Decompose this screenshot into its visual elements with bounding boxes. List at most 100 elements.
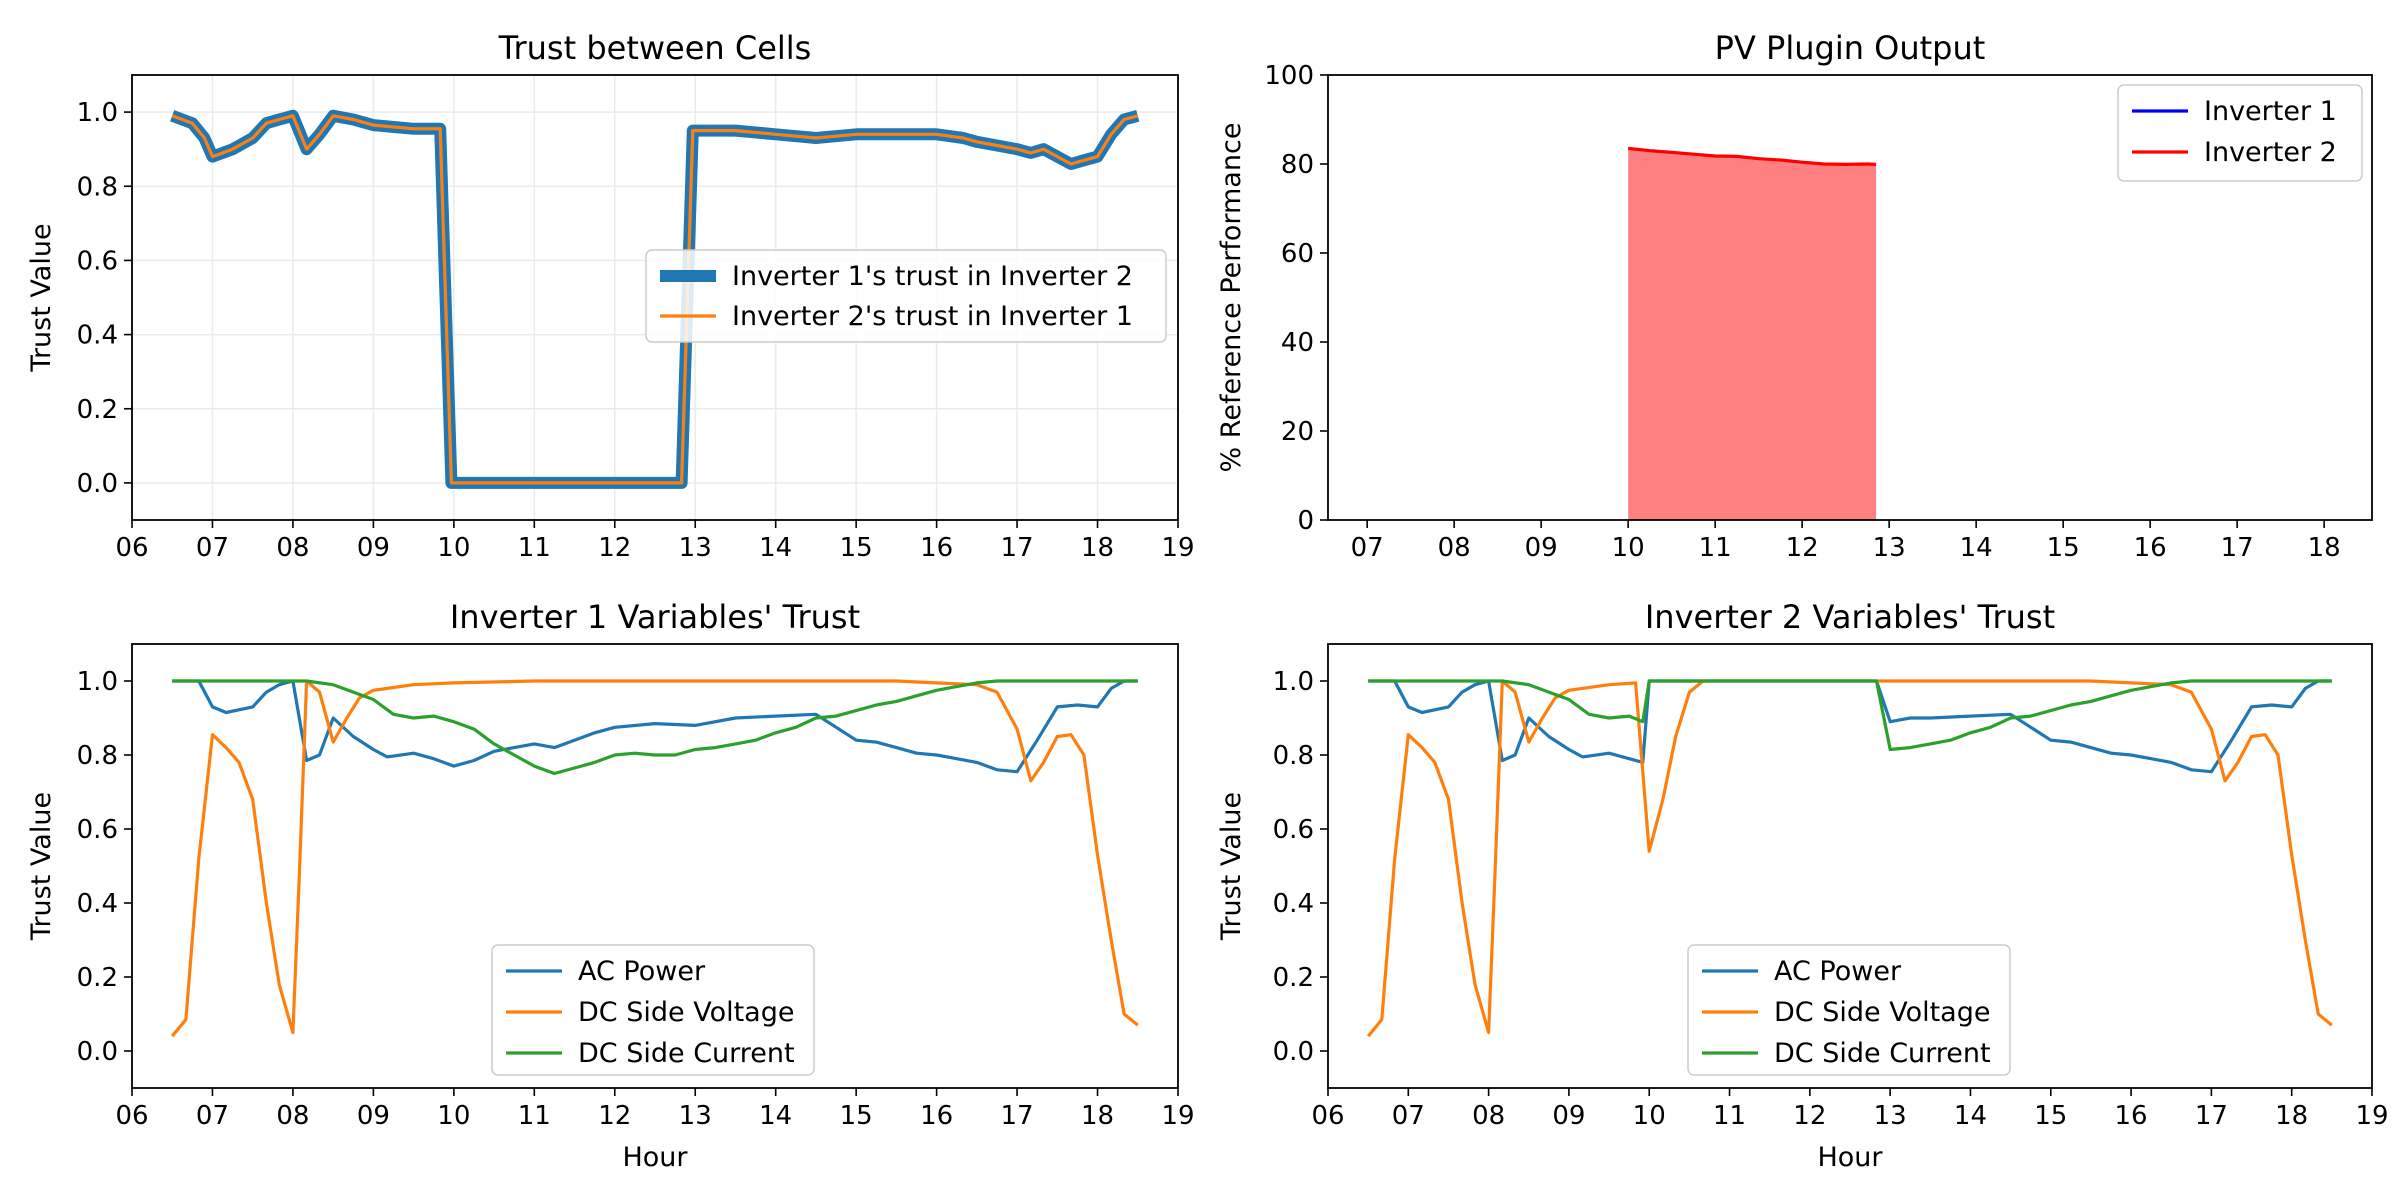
x-tick-label: 12 (1793, 1101, 1826, 1131)
y-tick-label: 0.8 (1273, 741, 1314, 771)
x-tick-label: 14 (1954, 1101, 1987, 1131)
x-tick-label: 08 (1472, 1101, 1505, 1131)
y-tick-label: 0.6 (1273, 815, 1314, 845)
legend-label: DC Side Voltage (1774, 997, 1990, 1028)
x-tick-label: 14 (759, 533, 792, 563)
x-tick-label: 16 (920, 1101, 953, 1131)
series-line (1368, 679, 2332, 752)
y-tick-label: 0 (1297, 506, 1314, 536)
axes-frame (131, 643, 1179, 1089)
y-tick-label: 60 (1281, 239, 1314, 269)
legend-label: Inverter 1 (2204, 96, 2337, 127)
chart-title: Trust between Cells (498, 29, 812, 67)
x-tick-label: 06 (115, 1101, 148, 1131)
chart-title: Inverter 2 Variables' Trust (1645, 598, 2055, 636)
x-axis-label: Hour (622, 1142, 688, 1173)
x-tick-label: 09 (357, 1101, 390, 1131)
x-tick-label: 15 (2047, 533, 2080, 563)
y-tick-label: 0.6 (77, 246, 118, 276)
x-tick-label: 19 (1161, 1101, 1194, 1131)
legend-label: Inverter 2 (2204, 137, 2337, 168)
x-tick-label: 10 (437, 533, 470, 563)
plot-area (170, 679, 1139, 1038)
legend-label: Inverter 2's trust in Inverter 1 (732, 301, 1133, 332)
x-tick-label: 13 (679, 1101, 712, 1131)
legend-box (491, 944, 815, 1076)
x-tick-label: 10 (1612, 533, 1645, 563)
chart-3: 06 07 08 09 10 11 12 13 14 15 16 17 18 19 0.0 0.2 0.4 0.6… (26, 598, 1195, 1173)
x-tick-label: 18 (1081, 533, 1114, 563)
legend: AC Power DC Side Voltage DC Side Current (491, 944, 815, 1076)
chart-2: 07 08 09 10 11 12 13 14 15 16 17 18 0 20 40 60 80 100 PV P… (1216, 29, 2373, 563)
legend: Inverter 1 Inverter 2 (2117, 84, 2363, 182)
x-tick-label: 16 (2115, 1101, 2148, 1131)
x-tick-label: 18 (2308, 533, 2341, 563)
x-tick-label: 08 (276, 1101, 309, 1131)
x-tick-label: 16 (2134, 533, 2167, 563)
legend: AC Power DC Side Voltage DC Side Current (1687, 944, 2011, 1076)
series-line (170, 679, 1139, 1038)
x-tick-label: 17 (1001, 1101, 1034, 1131)
x-tick-label: 15 (840, 1101, 873, 1131)
y-tick-label: 0.6 (77, 815, 118, 845)
y-tick-label: 0.0 (77, 469, 118, 499)
x-tick-label: 06 (115, 533, 148, 563)
series-line (1368, 679, 2332, 774)
x-tick-label: 12 (598, 533, 631, 563)
legend: Inverter 1's trust in Inverter 2 Inverter… (645, 249, 1167, 343)
y-tick-label: 0.0 (1273, 1037, 1314, 1067)
y-tick-label: 0.0 (77, 1037, 118, 1067)
y-tick-label: 40 (1281, 328, 1314, 358)
y-tick-label: 0.4 (77, 321, 118, 351)
x-tick-label: 07 (196, 1101, 229, 1131)
x-tick-label: 17 (2195, 1101, 2228, 1131)
legend-label: DC Side Current (1774, 1038, 1991, 1069)
legend-box (1687, 944, 2011, 1076)
chart-4: 06 07 08 09 10 11 12 13 14 15 16 17 18 19 0.0 0.2 0.4 0.6… (1216, 598, 2389, 1173)
x-tick-label: 17 (1001, 533, 1034, 563)
series-line (1628, 146, 1877, 166)
series-area (1628, 148, 1877, 520)
x-axis-label: Hour (1817, 1142, 1883, 1173)
x-tick-label: 07 (1392, 1101, 1425, 1131)
x-tick-label: 07 (196, 533, 229, 563)
x-tick-label: 07 (1351, 533, 1384, 563)
y-tick-label: 0.2 (1273, 963, 1314, 993)
y-tick-label: 0.8 (77, 172, 118, 202)
y-axis-label: % Reference Performance (1216, 123, 1247, 473)
x-tick-label: 11 (1699, 533, 1732, 563)
x-tick-label: 13 (1873, 533, 1906, 563)
axes-frame (131, 74, 1179, 521)
axes-frame (1327, 643, 2373, 1089)
y-tick-label: 0.4 (1273, 889, 1314, 919)
plot-area (1628, 146, 1877, 520)
x-tick-label: 08 (276, 533, 309, 563)
x-tick-label: 14 (1960, 533, 1993, 563)
x-tick-label: 12 (598, 1101, 631, 1131)
y-tick-label: 0.2 (77, 395, 118, 425)
series-line (1366, 679, 2333, 1038)
x-tick-label: 13 (679, 533, 712, 563)
x-tick-label: 15 (2034, 1101, 2067, 1131)
y-tick-label: 80 (1281, 150, 1314, 180)
x-tick-label: 10 (1633, 1101, 1666, 1131)
x-tick-label: 19 (2355, 1101, 2388, 1131)
x-tick-label: 13 (1874, 1101, 1907, 1131)
x-tick-label: 09 (1552, 1101, 1585, 1131)
chart-1: 06 07 08 09 10 11 12 13 14 15 16 17 18 19 0.0 0.2 0.4 0.6… (26, 29, 1195, 563)
chart-title: PV Plugin Output (1715, 29, 1986, 67)
series-line (172, 679, 1138, 774)
y-tick-label: 0.4 (77, 889, 118, 919)
legend-box (645, 249, 1167, 343)
x-tick-label: 09 (357, 533, 390, 563)
y-tick-label: 0.8 (77, 741, 118, 771)
y-axis-label: Trust Value (26, 223, 57, 372)
x-tick-label: 10 (437, 1101, 470, 1131)
x-tick-label: 17 (2221, 533, 2254, 563)
x-tick-label: 19 (1161, 533, 1194, 563)
chart-title: Inverter 1 Variables' Trust (450, 598, 860, 636)
x-tick-label: 08 (1438, 533, 1471, 563)
x-tick-label: 11 (518, 533, 551, 563)
x-tick-label: 15 (840, 533, 873, 563)
x-tick-label: 12 (1786, 533, 1819, 563)
